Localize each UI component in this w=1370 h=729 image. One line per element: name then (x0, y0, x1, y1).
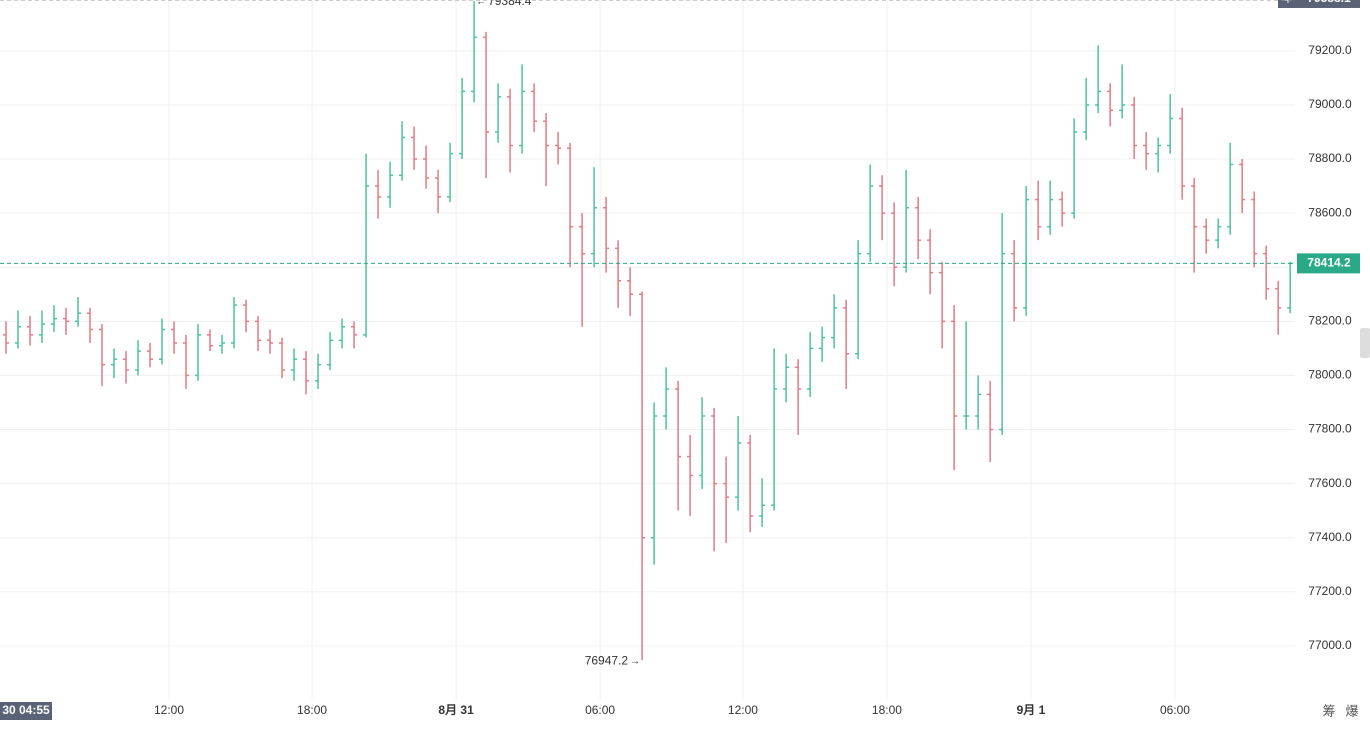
price-axis (1296, 0, 1370, 724)
y-tick-label: 79000.0 (1308, 97, 1352, 111)
y-tick-label: 78200.0 (1308, 314, 1352, 328)
y-tick-label: 77600.0 (1308, 476, 1352, 490)
low-arrow: → (630, 656, 640, 667)
x-tick-label: 18:00 (297, 703, 327, 717)
side-handle[interactable] (1360, 328, 1370, 358)
y-tick-label: 79200.0 (1308, 43, 1352, 57)
y-tick-label: 77000.0 (1308, 638, 1352, 652)
low-label: 76947.2 (585, 653, 629, 667)
y-tick-label: 77800.0 (1308, 422, 1352, 436)
y-tick-label: 77400.0 (1308, 530, 1352, 544)
top-price-label: 79388.1 (1307, 0, 1351, 5)
y-tick-label: 78800.0 (1308, 151, 1352, 165)
top-price-box (1297, 0, 1360, 8)
x-tick-label: 06:00 (585, 703, 615, 717)
x-tick-label: 12:00 (154, 703, 184, 717)
start-label: 30 04:55 (2, 703, 50, 717)
x-tick-label: 06:00 (1160, 703, 1190, 717)
high-label: 79384.4 (488, 0, 532, 8)
y-tick-label: 77200.0 (1308, 584, 1352, 598)
last-price-label: 78414.2 (1307, 256, 1351, 270)
add-button[interactable] (1278, 0, 1298, 8)
high-arrow: ← (476, 0, 486, 8)
y-tick-label: 78600.0 (1308, 205, 1352, 219)
x-tick-label: 9月 1 (1017, 703, 1046, 717)
x-tick-label: 12:00 (728, 703, 758, 717)
add-icon[interactable]: + (1284, 0, 1291, 7)
x-tick-label: 8月 31 (438, 703, 474, 717)
icon-chip[interactable]: 筹 (1322, 703, 1335, 718)
x-tick-label: 18:00 (872, 703, 902, 717)
icon-burst[interactable]: 爆 (1345, 703, 1358, 718)
y-tick-label: 78000.0 (1308, 368, 1352, 382)
last-price-box (1297, 253, 1360, 274)
start-label-box (0, 702, 52, 720)
